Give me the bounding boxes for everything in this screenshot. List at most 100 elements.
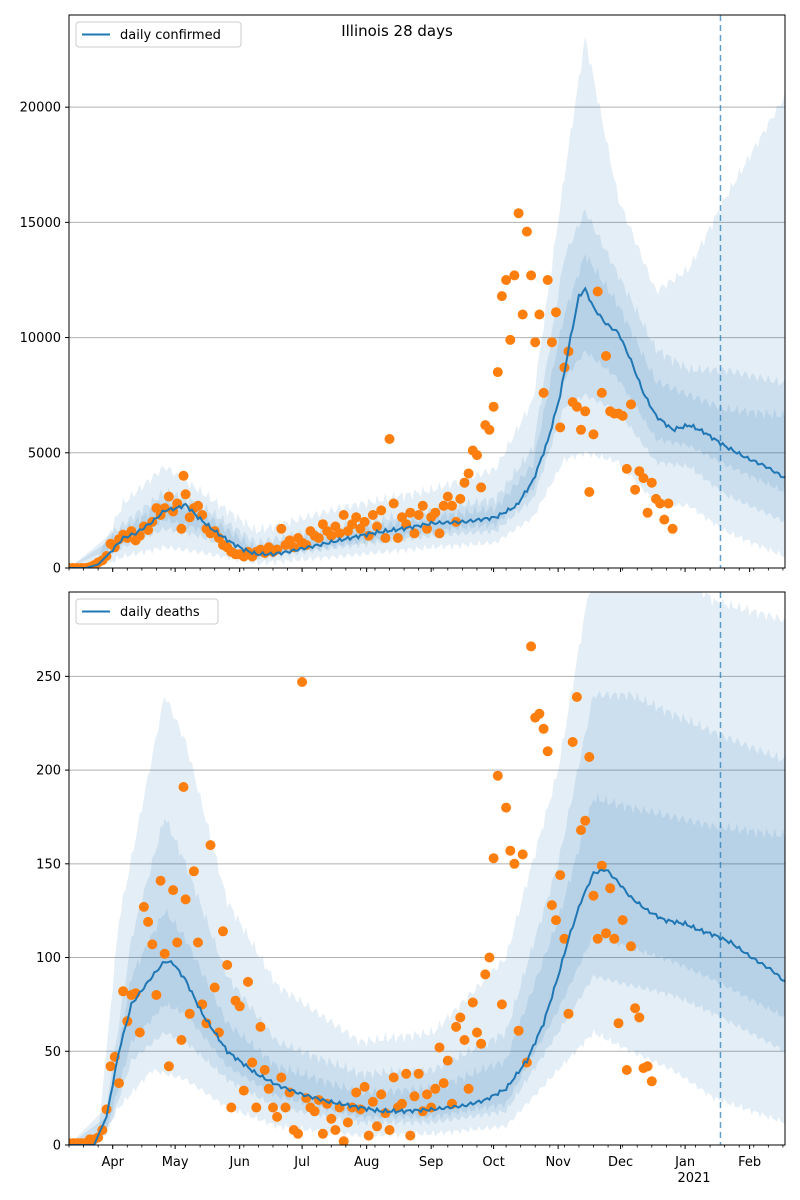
data-point bbox=[334, 528, 345, 539]
data-point bbox=[105, 1061, 116, 1072]
inner-uncertainty-band bbox=[69, 254, 785, 568]
data-point bbox=[472, 450, 482, 461]
data-point bbox=[184, 512, 195, 523]
data-point bbox=[492, 367, 503, 378]
data-point bbox=[180, 489, 191, 500]
x-axis: Apr May Jun Jul Aug Sep Oct Nov Dec Jan Feb bbox=[101, 1155, 761, 1170]
data-point bbox=[630, 1003, 641, 1014]
data-point bbox=[151, 990, 162, 1000]
data-point bbox=[501, 802, 512, 813]
data-point bbox=[663, 498, 674, 509]
data-point bbox=[542, 746, 553, 757]
data-point bbox=[163, 1061, 174, 1072]
data-point bbox=[438, 500, 449, 511]
y-tick-label: 5000 bbox=[28, 446, 61, 461]
data-point bbox=[592, 286, 603, 297]
data-point bbox=[646, 477, 657, 488]
data-point bbox=[551, 307, 561, 318]
data-point bbox=[601, 351, 611, 361]
data-point bbox=[367, 1096, 378, 1107]
data-point bbox=[442, 1055, 453, 1066]
data-point bbox=[509, 270, 520, 281]
data-point bbox=[168, 885, 179, 896]
data-point bbox=[634, 1012, 645, 1023]
data-point bbox=[293, 1128, 303, 1139]
data-point bbox=[388, 498, 399, 509]
legend-box bbox=[75, 21, 242, 48]
data-point bbox=[505, 334, 516, 345]
data-point bbox=[559, 933, 570, 944]
data-point bbox=[442, 491, 453, 502]
data-point bbox=[455, 1012, 466, 1023]
x-tick-label: Feb bbox=[738, 1155, 761, 1170]
y-tick-label: 15000 bbox=[20, 216, 61, 231]
data-point bbox=[613, 1018, 624, 1029]
data-point bbox=[476, 482, 487, 493]
data-point bbox=[367, 510, 378, 520]
data-point bbox=[580, 406, 591, 417]
data-point bbox=[459, 1035, 470, 1045]
y-tick-label: 0 bbox=[53, 1139, 61, 1154]
data-point bbox=[642, 507, 653, 518]
series-line bbox=[69, 286, 785, 568]
data-point bbox=[243, 976, 253, 987]
data-point bbox=[351, 1087, 362, 1098]
data-point bbox=[576, 825, 586, 836]
data-point bbox=[372, 521, 382, 532]
data-point bbox=[268, 1102, 278, 1113]
data-point bbox=[317, 1128, 328, 1139]
data-point bbox=[263, 1083, 274, 1094]
data-point bbox=[530, 337, 541, 348]
confirmed-chart-panel: 0 5000 10000 15000 20000 daily confirmed bbox=[20, 14, 786, 577]
data-point bbox=[434, 1042, 445, 1053]
data-point bbox=[397, 1098, 407, 1109]
x-tick-label: Dec bbox=[608, 1155, 633, 1170]
data-point bbox=[605, 883, 616, 894]
data-point bbox=[380, 1108, 391, 1119]
data-point bbox=[555, 422, 566, 433]
data-point bbox=[392, 533, 403, 543]
data-point bbox=[134, 1027, 145, 1038]
data-point bbox=[617, 410, 628, 421]
data-point bbox=[401, 1068, 412, 1079]
data-point bbox=[596, 387, 607, 398]
data-point bbox=[205, 840, 216, 851]
data-point bbox=[480, 969, 491, 980]
y-tick-label: 250 bbox=[36, 670, 61, 685]
data-point bbox=[359, 1081, 370, 1092]
data-point bbox=[147, 939, 158, 950]
data-point bbox=[496, 291, 507, 302]
data-point bbox=[617, 915, 628, 926]
data-point bbox=[413, 1068, 424, 1079]
data-point bbox=[513, 1025, 524, 1036]
data-point bbox=[455, 493, 466, 504]
data-point bbox=[430, 1083, 441, 1094]
data-point bbox=[163, 491, 174, 502]
y-tick-label: 10000 bbox=[20, 331, 61, 346]
data-point bbox=[272, 1111, 283, 1122]
data-point bbox=[546, 337, 557, 348]
data-point bbox=[534, 309, 545, 320]
x-tick-label: Aug bbox=[354, 1155, 379, 1170]
data-point bbox=[172, 937, 183, 948]
data-point bbox=[159, 948, 170, 959]
data-point bbox=[222, 960, 233, 970]
data-point bbox=[580, 815, 591, 826]
deaths-chart-panel: 0 50 100 150 200 250 daily deaths bbox=[36, 591, 786, 1154]
data-point bbox=[313, 533, 324, 543]
data-point bbox=[584, 752, 595, 762]
data-point bbox=[138, 901, 149, 912]
data-point bbox=[517, 309, 528, 320]
data-point bbox=[309, 1106, 320, 1117]
data-point bbox=[592, 933, 603, 944]
data-point bbox=[247, 1057, 258, 1068]
data-point bbox=[413, 510, 424, 520]
plot-area bbox=[69, 36, 785, 568]
data-point bbox=[178, 470, 189, 481]
data-point bbox=[276, 523, 287, 534]
data-point bbox=[601, 928, 611, 939]
data-point bbox=[176, 1035, 187, 1045]
data-point bbox=[513, 208, 524, 219]
data-point bbox=[188, 866, 199, 877]
